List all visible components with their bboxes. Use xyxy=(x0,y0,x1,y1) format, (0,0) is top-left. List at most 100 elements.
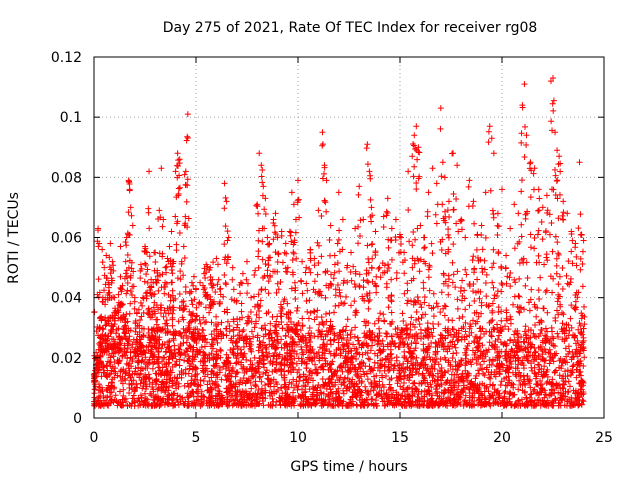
data-point xyxy=(531,386,538,393)
data-point xyxy=(544,209,551,216)
data-point xyxy=(555,389,562,396)
data-point xyxy=(165,339,172,346)
data-point xyxy=(383,330,390,337)
data-point xyxy=(375,265,382,272)
data-point xyxy=(432,344,439,351)
data-point xyxy=(347,302,354,309)
data-point xyxy=(306,386,313,393)
data-point xyxy=(510,381,517,388)
data-point xyxy=(573,374,580,381)
data-point xyxy=(348,249,355,256)
data-point xyxy=(109,376,116,383)
data-point xyxy=(192,371,199,378)
data-point xyxy=(553,262,560,269)
data-point xyxy=(462,328,469,335)
data-point xyxy=(161,307,168,314)
data-point xyxy=(434,303,441,310)
data-point xyxy=(177,351,184,358)
data-point xyxy=(336,329,343,336)
data-point xyxy=(314,369,321,376)
data-point xyxy=(146,374,153,381)
data-point xyxy=(239,270,246,277)
chart-title: Day 275 of 2021, Rate Of TEC Index for r… xyxy=(163,20,538,36)
data-point xyxy=(365,401,372,408)
data-point xyxy=(327,222,334,229)
data-point xyxy=(411,347,418,354)
data-point xyxy=(527,159,534,166)
data-point xyxy=(390,387,397,394)
data-point xyxy=(143,295,150,302)
data-point xyxy=(551,351,558,358)
data-point xyxy=(398,240,405,247)
data-point xyxy=(327,386,334,393)
data-point xyxy=(262,349,269,356)
data-point xyxy=(336,227,343,234)
data-point xyxy=(555,333,562,340)
data-point xyxy=(358,402,365,409)
data-point xyxy=(300,401,307,408)
data-point xyxy=(397,373,404,380)
data-point xyxy=(111,294,118,301)
data-point xyxy=(385,359,392,366)
data-point xyxy=(163,263,170,270)
data-point xyxy=(387,346,394,353)
data-point xyxy=(369,342,376,349)
data-point xyxy=(355,240,362,247)
data-point xyxy=(467,321,474,328)
data-point xyxy=(527,391,534,398)
data-point xyxy=(572,240,579,247)
data-point xyxy=(391,394,398,401)
data-point xyxy=(481,257,488,264)
data-point xyxy=(521,328,528,335)
data-point xyxy=(213,326,220,333)
data-point xyxy=(383,208,390,215)
data-point xyxy=(159,223,166,230)
data-point xyxy=(307,246,314,253)
data-point xyxy=(297,402,304,409)
data-point xyxy=(384,331,391,338)
data-point xyxy=(258,378,265,385)
data-point xyxy=(532,349,539,356)
data-point xyxy=(548,386,555,393)
data-point xyxy=(438,381,445,388)
data-point xyxy=(208,401,215,408)
data-point xyxy=(575,225,582,232)
data-point xyxy=(401,393,408,400)
data-point xyxy=(388,276,395,283)
data-point xyxy=(478,222,485,229)
data-point xyxy=(165,387,172,394)
data-point xyxy=(491,341,498,348)
data-point xyxy=(309,393,316,400)
data-point xyxy=(528,364,535,371)
data-point xyxy=(364,141,371,148)
data-point xyxy=(353,345,360,352)
data-point xyxy=(360,368,367,375)
data-point xyxy=(294,386,301,393)
data-point xyxy=(273,318,280,325)
data-point xyxy=(515,386,522,393)
data-point xyxy=(95,243,102,250)
data-point xyxy=(265,278,272,285)
data-point xyxy=(255,386,262,393)
data-point xyxy=(578,383,585,390)
data-point xyxy=(525,357,532,364)
data-point xyxy=(440,271,447,278)
data-point xyxy=(214,382,221,389)
data-point xyxy=(578,401,585,408)
data-point xyxy=(130,283,137,290)
data-point xyxy=(577,386,584,393)
data-point xyxy=(357,232,364,239)
data-point xyxy=(489,207,496,214)
data-point xyxy=(511,201,518,208)
data-point xyxy=(106,393,113,400)
data-point xyxy=(559,359,566,366)
data-points xyxy=(90,75,588,409)
data-point xyxy=(556,273,563,280)
data-point xyxy=(225,375,232,382)
data-point xyxy=(142,354,149,361)
data-point xyxy=(127,374,134,381)
data-point xyxy=(264,354,271,361)
data-point xyxy=(539,204,546,211)
data-point xyxy=(230,286,237,293)
data-point xyxy=(390,365,397,372)
